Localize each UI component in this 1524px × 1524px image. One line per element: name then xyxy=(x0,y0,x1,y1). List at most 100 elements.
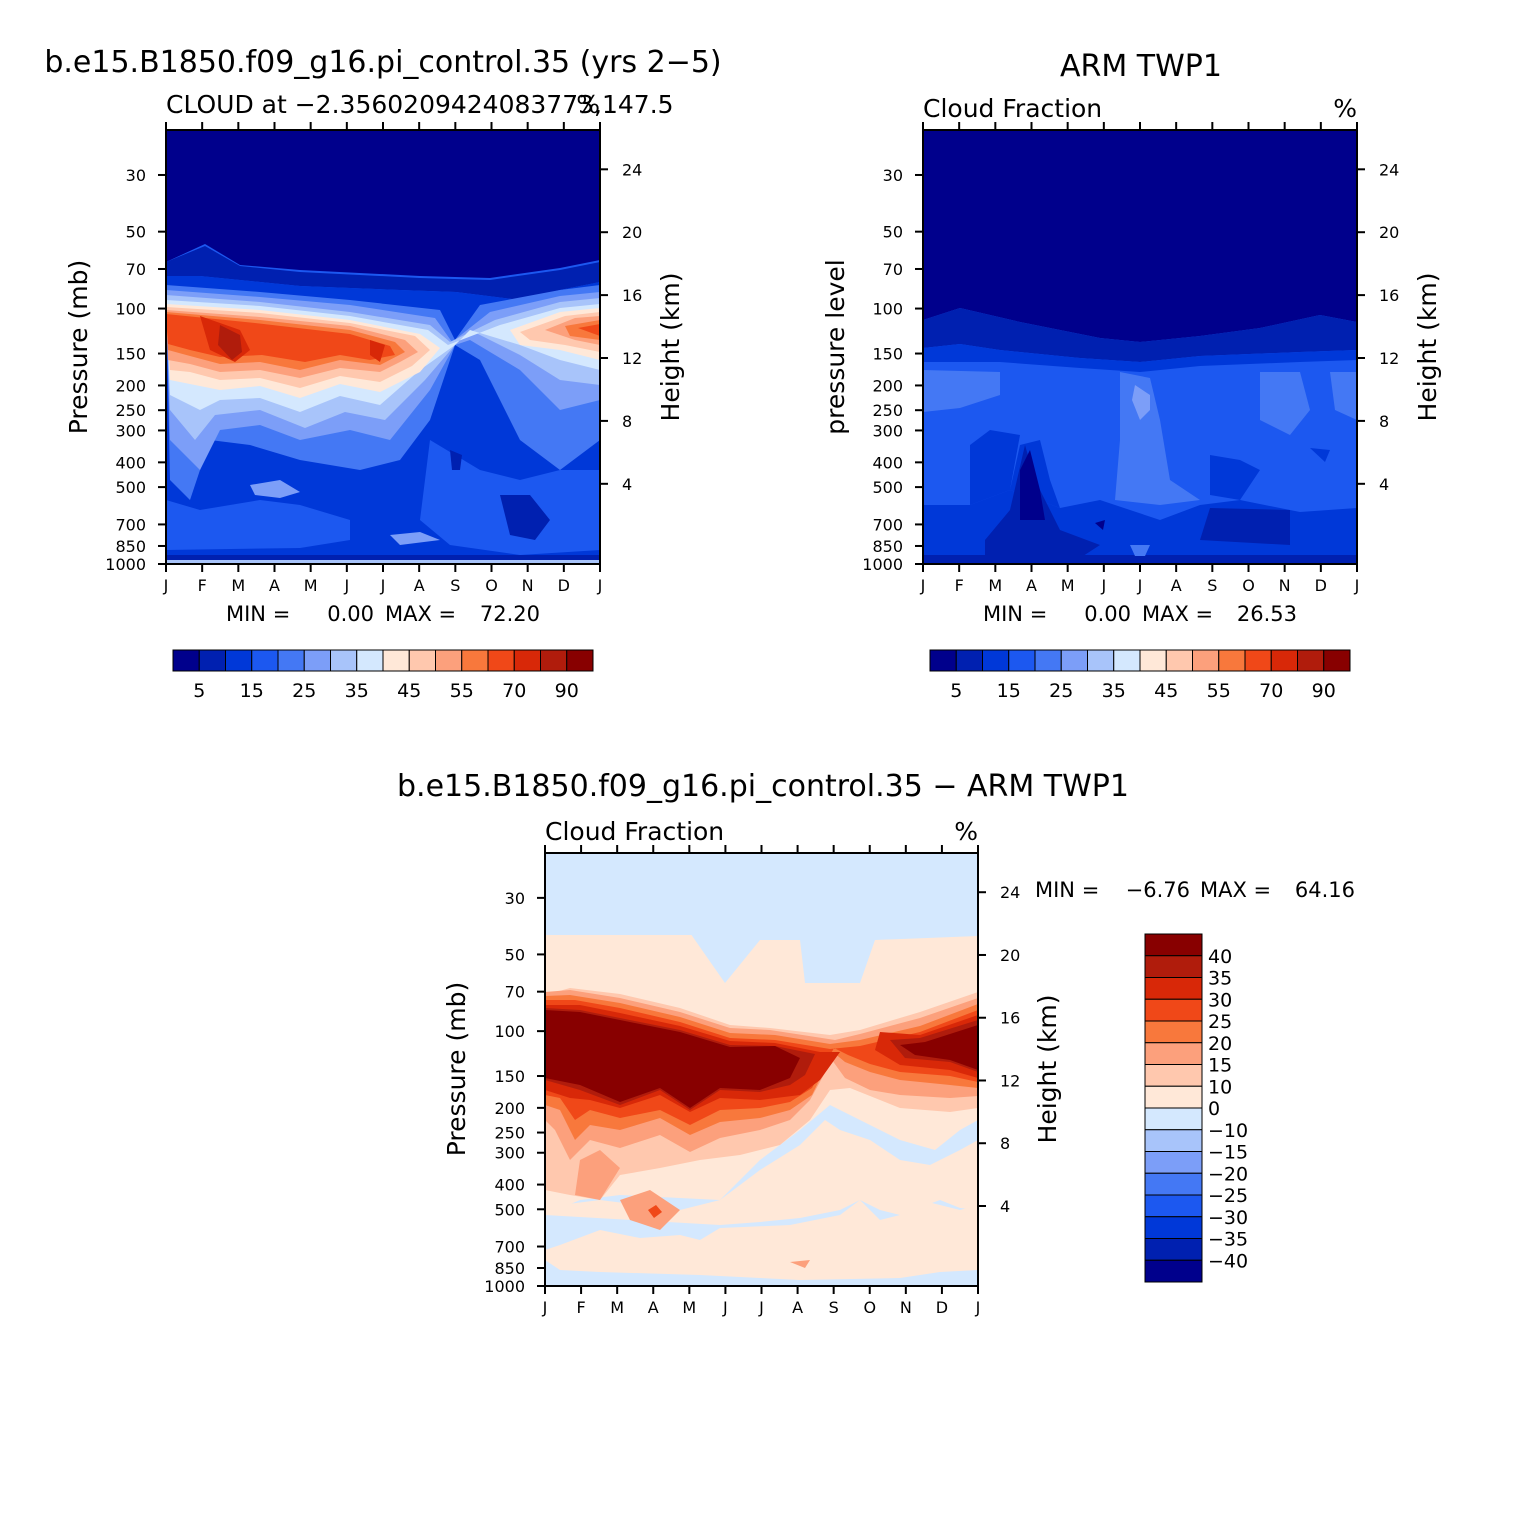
x-tick-label: S xyxy=(450,576,460,595)
x-tick-label: S xyxy=(829,1298,839,1317)
colorbar-swatch xyxy=(1144,1238,1203,1261)
x-tick-label: F xyxy=(576,1298,585,1317)
x-tick-label: A xyxy=(1171,576,1182,595)
colorbar-label: 40 xyxy=(1208,946,1232,968)
colorbar-swatch xyxy=(566,649,594,672)
y-right-tick-label: 8 xyxy=(1000,1134,1010,1153)
panel3-ylabel: Pressure (mb) xyxy=(442,982,471,1156)
colorbar-swatch xyxy=(435,649,463,672)
y-tick-label: 50 xyxy=(883,223,903,242)
y-right-tick-label: 20 xyxy=(1379,223,1399,242)
y-right-tick-label: 16 xyxy=(622,286,642,305)
y-tick-label: 100 xyxy=(115,300,146,319)
x-tick-label: A xyxy=(792,1298,803,1317)
x-tick-label: M xyxy=(1061,576,1075,595)
colorbar-label: 35 xyxy=(1208,968,1232,990)
colorbar-label: −35 xyxy=(1208,1229,1248,1251)
y-right-tick-label: 24 xyxy=(622,160,642,179)
panel2-minmax: MIN = 0.00 MAX = 26.53 xyxy=(983,602,1297,626)
x-tick-label: J xyxy=(380,576,386,595)
panel1-min-value: 0.00 xyxy=(327,602,374,626)
colorbar-swatch xyxy=(1297,649,1325,672)
colorbar-label: 45 xyxy=(1154,680,1178,702)
x-tick-label: M xyxy=(304,576,318,595)
panel2-ylabel: pressure level xyxy=(821,259,850,434)
panel2-units: % xyxy=(1333,94,1357,123)
colorbar-label: 5 xyxy=(950,680,962,702)
colorbar-swatch xyxy=(1144,1216,1203,1239)
colorbar-swatch xyxy=(1144,1085,1203,1109)
panel1-colorbar: 5 15 25 35 45 55 70 90 xyxy=(172,649,594,702)
panel3-minmax: MIN = −6.76 MAX = 64.16 xyxy=(1035,878,1355,902)
y-tick-label: 500 xyxy=(494,1200,525,1219)
y-tick-label: 400 xyxy=(494,1176,525,1195)
x-tick-label: O xyxy=(863,1298,876,1317)
y-tick-label: 300 xyxy=(494,1144,525,1163)
colorbar-swatch xyxy=(382,649,410,672)
colorbar-swatch xyxy=(251,649,279,672)
colorbar-label: 45 xyxy=(397,680,421,702)
colorbar-label: 90 xyxy=(1312,680,1336,702)
panel3-units: % xyxy=(954,817,978,846)
x-tick-label: J xyxy=(1354,576,1360,595)
colorbar-label: 15 xyxy=(240,680,264,702)
panel1-contour-field xyxy=(166,130,600,564)
colorbar-label: 25 xyxy=(1049,680,1073,702)
colorbar-swatch xyxy=(1165,649,1193,672)
colorbar-label: 0 xyxy=(1208,1098,1220,1120)
colorbar-swatch xyxy=(1270,649,1298,672)
x-tick-label: J xyxy=(975,1298,981,1317)
y-tick-label: 850 xyxy=(494,1259,525,1278)
colorbar-swatch xyxy=(225,649,253,672)
panel3-contour-field xyxy=(545,853,978,1286)
y-right-tick-label: 8 xyxy=(622,412,632,431)
y-right-tick-label: 12 xyxy=(1000,1071,1020,1090)
panel3-title: b.e15.B1850.f09_g16.pi_control.35 − ARM … xyxy=(397,769,1129,804)
y-tick-label: 30 xyxy=(505,889,525,908)
y-tick-label: 100 xyxy=(494,1022,525,1041)
y-tick-label: 30 xyxy=(126,166,146,185)
x-tick-label: J xyxy=(1100,576,1106,595)
colorbar-swatch xyxy=(408,649,436,672)
colorbar-swatch xyxy=(1113,649,1141,672)
x-tick-label: N xyxy=(900,1298,912,1317)
colorbar-label: 35 xyxy=(1102,680,1126,702)
x-tick-label: J xyxy=(542,1298,548,1317)
panel-model: b.e15.B1850.f09_g16.pi_control.35 (yrs 2… xyxy=(44,45,721,702)
colorbar-swatch xyxy=(330,649,358,672)
colorbar-label: 70 xyxy=(502,680,526,702)
x-tick-label: D xyxy=(558,576,570,595)
y-right-tick-label: 12 xyxy=(1379,349,1399,368)
colorbar-label: 70 xyxy=(1259,680,1283,702)
colorbar-swatch xyxy=(1144,933,1203,957)
panel2-max-value: 26.53 xyxy=(1237,602,1297,626)
y-tick-label: 70 xyxy=(505,983,525,1002)
x-tick-label: M xyxy=(682,1298,696,1317)
colorbar-swatch xyxy=(1144,1064,1203,1087)
x-tick-label: D xyxy=(936,1298,948,1317)
panel3-max-label: MAX = xyxy=(1200,878,1271,902)
colorbar-label: 30 xyxy=(1208,989,1232,1011)
colorbar-swatch xyxy=(955,649,983,672)
colorbar-swatch xyxy=(982,649,1010,672)
y-tick-label: 50 xyxy=(126,223,146,242)
y-right-tick-label: 24 xyxy=(1379,160,1399,179)
colorbar-swatch xyxy=(513,649,541,672)
colorbar-label: −30 xyxy=(1208,1207,1248,1229)
panel3-max-value: 64.16 xyxy=(1295,878,1355,902)
panel2-title: ARM TWP1 xyxy=(1060,49,1222,84)
colorbar-label: 5 xyxy=(193,680,205,702)
colorbar-swatch xyxy=(1244,649,1272,672)
panel3-min-label: MIN = xyxy=(1035,878,1099,902)
y-tick-label: 700 xyxy=(872,515,903,534)
y-right-tick-label: 20 xyxy=(1000,946,1020,965)
y-tick-label: 250 xyxy=(494,1124,525,1143)
y-tick-label: 70 xyxy=(126,260,146,279)
panel-difference: b.e15.B1850.f09_g16.pi_control.35 − ARM … xyxy=(397,769,1355,1317)
colorbar-label: −25 xyxy=(1208,1185,1248,1207)
colorbar-swatch xyxy=(1144,1129,1203,1152)
colorbar-swatch xyxy=(198,649,226,672)
